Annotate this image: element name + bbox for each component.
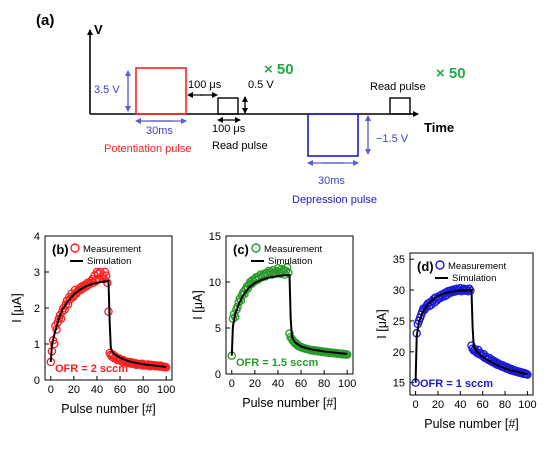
measurement-point [284, 268, 293, 278]
y-tick-label: 35 [393, 254, 405, 266]
width-dep-label: 30ms [318, 175, 345, 187]
legend-label-simulation: Simulation [87, 256, 131, 267]
repeat-label-2: × 50 [436, 65, 466, 82]
dep-caption: Depression pulse [292, 194, 377, 206]
x-axis-label: Pulse number [#] [242, 396, 337, 410]
panel-label: (d) [417, 259, 434, 274]
y-tick-label: 0 [34, 375, 40, 387]
y-axis-label: I [μA] [10, 293, 24, 322]
x-tick-label: 0 [413, 399, 419, 411]
legend-marker-measurement [251, 243, 261, 253]
measurement-point [282, 263, 292, 272]
y-axis-label: I [μA] [375, 309, 389, 338]
annotation-ofr: OFR = 1.5 sccm [236, 357, 318, 369]
panel-label-a: (a) [36, 12, 54, 29]
width-pot-label: 30ms [146, 125, 173, 137]
repeat-label-1: × 50 [264, 61, 294, 78]
y-tick-label: 5 [215, 323, 221, 335]
time-axis-label: Time [424, 120, 454, 135]
measurement-point [61, 300, 71, 309]
x-axis-label: Pulse number [#] [424, 417, 519, 431]
v-axis-label: V [94, 22, 103, 37]
plot-frame [409, 252, 534, 396]
measurement-point [523, 370, 532, 379]
x-tick-label: 40 [272, 378, 284, 390]
measurement-point [103, 278, 112, 288]
x-tick-label: 60 [114, 384, 126, 396]
read-caption-2: Read pulse [370, 81, 426, 93]
measurement-point [54, 314, 64, 324]
annotation-ofr: OFR = 2 sccm [55, 363, 128, 375]
measurement-point [236, 296, 246, 305]
x-tick-label: 20 [68, 384, 80, 396]
simulation-line [230, 274, 348, 356]
y-tick-label: 25 [393, 316, 405, 328]
y-tick-label: 3 [34, 267, 40, 279]
measurement-point [285, 329, 294, 338]
simulation-line [49, 279, 167, 368]
y-tick-label: 4 [34, 231, 40, 243]
legend-label-simulation: Simulation [268, 256, 312, 267]
x-axis-label: Pulse number [#] [61, 402, 156, 416]
x-tick-label: 20 [249, 378, 261, 390]
x-tick-label: 20 [432, 399, 444, 411]
x-tick-label: 80 [318, 378, 330, 390]
legend-label-measurement: Measurement [264, 244, 322, 255]
chart-panel-c: 0 20 40 60 80 100 0 5 10 15 Pulse number [#] I [μA]… [191, 231, 356, 410]
panel-label: (b) [52, 242, 69, 257]
annotation-ofr: OFR = 1 sccm [420, 378, 493, 390]
x-tick-label: 0 [229, 378, 235, 390]
y-tick-label: 2 [34, 303, 40, 315]
x-tick-label: 100 [518, 399, 536, 411]
y-axis-label: I [μA] [191, 290, 205, 319]
measurement-point [342, 350, 352, 359]
chart-panel-d: 0 20 40 60 80 100 15 20 25 30 35 Pulse number [#] I … [375, 252, 537, 431]
y-tick-label: 15 [209, 231, 221, 243]
measurement-point [465, 284, 474, 294]
pot-caption: Potentiation pulse [104, 143, 191, 155]
amp-pot-label: 3.5 V [94, 84, 120, 96]
gap-top-label: 100 μs [188, 79, 222, 91]
y-tick-label: 1 [34, 339, 40, 351]
x-tick-label: 80 [499, 399, 511, 411]
legend-label-measurement: Measurement [83, 244, 141, 255]
x-tick-label: 40 [91, 384, 103, 396]
y-tick-label: 15 [393, 378, 405, 390]
x-tick-label: 80 [137, 384, 149, 396]
chart-panel-b: 0 20 40 60 80 100 0 1 2 3 4 Pulse number [#] I [μA] (… [10, 231, 175, 416]
x-tick-label: 40 [454, 399, 466, 411]
y-tick-label: 30 [393, 285, 405, 297]
x-tick-label: 60 [295, 378, 307, 390]
potentiation-pulse [135, 67, 187, 115]
x-tick-label: 100 [157, 384, 175, 396]
legend-label-simulation: Simulation [452, 273, 496, 284]
amp-dep-label: −1.5 V [376, 133, 409, 145]
pulse-scheme-diagram: (a) V Time 3.5 V 30ms Potentiation pulse… [36, 12, 466, 206]
measurement-point [100, 267, 110, 277]
read-pulse-1 [217, 97, 239, 115]
measurement-point [262, 268, 271, 278]
read-caption-1: Read pulse [212, 140, 268, 152]
gap-bottom-label: 100 μs [212, 123, 246, 135]
read-pulse-2 [389, 97, 411, 115]
panel-label: (c) [233, 242, 249, 257]
legend-marker-measurement [435, 260, 445, 270]
y-tick-label: 0 [215, 369, 221, 381]
legend-label-measurement: Measurement [448, 261, 506, 272]
x-tick-label: 100 [338, 378, 356, 390]
x-tick-label: 0 [48, 384, 54, 396]
measurement-point [49, 339, 59, 349]
read-amp-label: 0.5 V [248, 79, 274, 91]
x-tick-label: 60 [477, 399, 489, 411]
y-tick-label: 10 [209, 277, 221, 289]
legend-marker-measurement [70, 243, 80, 253]
plot-frame [225, 235, 354, 375]
depression-pulse [307, 113, 359, 157]
y-tick-label: 20 [393, 347, 405, 359]
simulation-line [414, 288, 528, 383]
